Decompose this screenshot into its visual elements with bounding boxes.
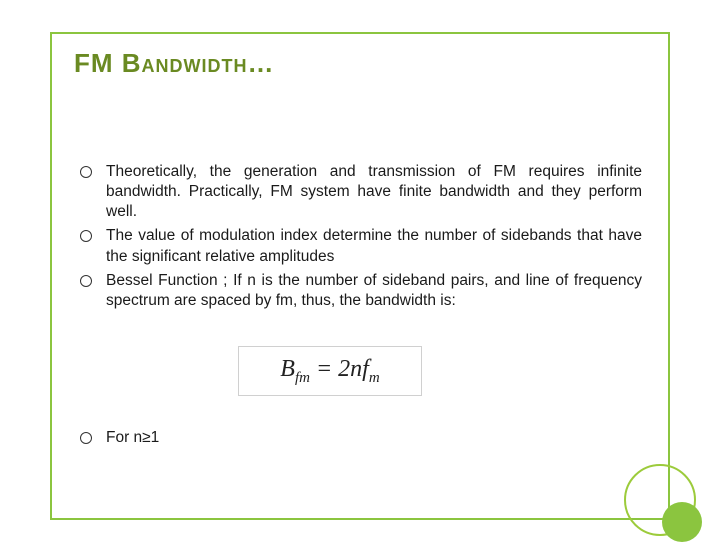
list-item: Theoretically, the generation and transm… <box>82 162 642 222</box>
bullet-list-secondary: For n≥1 <box>82 428 642 452</box>
formula-box: Bfm = 2nfm <box>238 346 422 396</box>
decorative-dot <box>662 502 702 542</box>
bullet-list-main: Theoretically, the generation and transm… <box>82 162 642 315</box>
formula-text: Bfm = 2nfm <box>280 356 379 387</box>
formula-lhs-sub: fm <box>295 369 310 385</box>
formula-lhs-base: B <box>280 356 295 382</box>
formula-rhs-base: f <box>362 356 369 382</box>
formula-eq: = 2n <box>310 356 362 382</box>
list-item: The value of modulation index determine … <box>82 226 642 266</box>
slide-title: FM Bandwidth… <box>74 48 275 79</box>
formula-rhs-sub: m <box>369 369 380 385</box>
list-item: Bessel Function ; If n is the number of … <box>82 271 642 311</box>
list-item: For n≥1 <box>82 428 642 448</box>
